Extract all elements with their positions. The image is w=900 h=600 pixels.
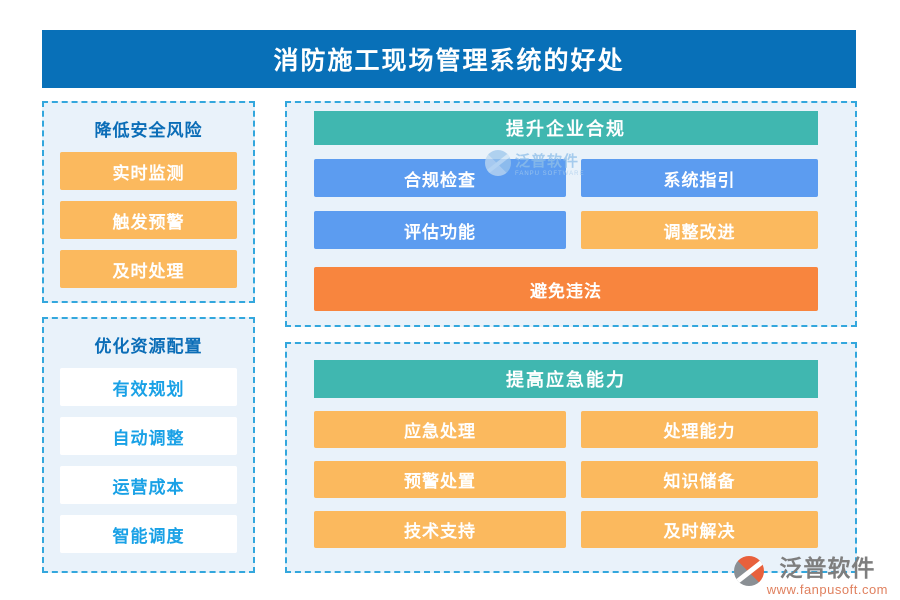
resource-item-smart-dispatch: 智能调度 (60, 515, 237, 553)
emergency-item-alert-disposal: 预警处置 (314, 461, 566, 498)
risk-item-trigger-alert: 触发预警 (60, 201, 237, 239)
compliance-item-evaluation-function: 评估功能 (314, 211, 566, 249)
compliance-item-avoid-violation: 避免违法 (314, 267, 818, 311)
panel-improve-compliance-header: 提升企业合规 (314, 111, 818, 145)
emergency-item-timely-resolution: 及时解决 (581, 511, 818, 548)
panel-improve-compliance: 提升企业合规 合规检查 系统指引 评估功能 调整改进 避免违法 泛普软件 FAN… (285, 101, 857, 327)
compliance-item-adjust-improve: 调整改进 (581, 211, 818, 249)
fanpu-logo-icon (733, 556, 764, 586)
panel-reduce-safety-risk-header: 降低安全风险 (94, 121, 203, 140)
page-title: 消防施工现场管理系统的好处 (42, 30, 856, 88)
emergency-item-emergency-handling: 应急处理 (314, 411, 566, 448)
panel-reduce-safety-risk: 降低安全风险 实时监测 触发预警 及时处理 (42, 101, 255, 303)
risk-item-timely-handling: 及时处理 (60, 250, 237, 288)
resource-item-operating-cost: 运营成本 (60, 466, 237, 504)
panel-improve-emergency-capability: 提高应急能力 应急处理 处理能力 预警处置 知识储备 技术支持 及时解决 (285, 342, 857, 573)
fanpu-brand-text: 泛普软件 (779, 555, 876, 581)
emergency-item-technical-support: 技术支持 (314, 511, 566, 548)
panel-optimize-resources: 优化资源配置 有效规划 自动调整 运营成本 智能调度 (42, 317, 255, 573)
fanpu-logo: 泛普软件 www.fanpusoft.com (733, 553, 888, 597)
resource-item-effective-planning: 有效规划 (60, 368, 237, 406)
emergency-item-knowledge-reserve: 知识储备 (581, 461, 818, 498)
compliance-item-compliance-check: 合规检查 (314, 159, 566, 197)
panel-improve-emergency-capability-header: 提高应急能力 (314, 360, 818, 398)
risk-item-realtime-monitoring: 实时监测 (60, 152, 237, 190)
fanpu-url-text: www.fanpusoft.com (766, 582, 888, 597)
resource-item-auto-adjustment: 自动调整 (60, 417, 237, 455)
panel-optimize-resources-header: 优化资源配置 (94, 337, 203, 356)
emergency-item-handling-capacity: 处理能力 (581, 411, 818, 448)
compliance-item-system-guidance: 系统指引 (581, 159, 818, 197)
